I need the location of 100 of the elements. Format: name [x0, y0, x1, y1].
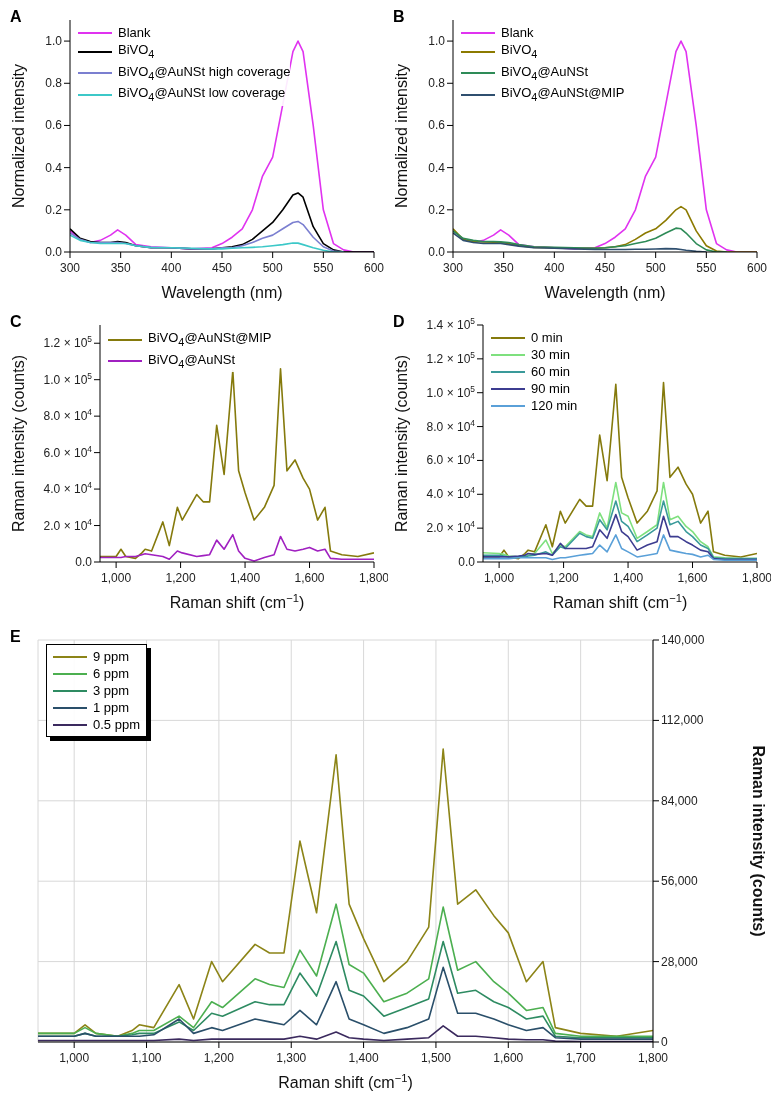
legend-label: Blank	[501, 24, 534, 41]
y-tick-label: 6.0 × 10$^{4}$	[43, 443, 93, 460]
x-tick-label: 500	[645, 261, 666, 275]
y-axis-title: Normalized intensity	[393, 63, 410, 209]
x-tick-label: 1,600	[677, 571, 708, 585]
x-tick-label: 600	[746, 261, 768, 275]
legend-label: BiVO$_{4}$@AuNSt@MIP	[148, 329, 272, 350]
x-tick-label: 1,800	[741, 571, 773, 585]
legend-label: 120 min	[531, 397, 578, 414]
y2-tick-label: 112,000	[661, 713, 704, 728]
y-axis-title: Raman intensity (counts)	[393, 355, 410, 532]
legend-label: BiVO$_{4}$@AuNSt@MIP	[501, 84, 625, 105]
x-tick-label: 1,600	[493, 1051, 524, 1065]
y-tick-label: 0.6	[428, 118, 446, 133]
y2-tick-label: 84,000	[661, 793, 699, 808]
x-tick-label: 350	[493, 261, 514, 275]
x-tick-label: 1,400	[230, 571, 261, 585]
y-tick-label: 0.2	[428, 202, 446, 217]
x-tick-label: 300	[442, 261, 464, 275]
legend-label: BiVO$_{4}$@AuNSt low coverage	[118, 84, 286, 105]
x-tick-label: 1,400	[348, 1051, 379, 1065]
x-axis-title: Wavelength (nm)	[544, 284, 666, 301]
legend-label: 0 min	[531, 329, 563, 346]
x-tick-label: 1,500	[420, 1051, 452, 1065]
y-tick-label: 8.0 × 10$^{4}$	[43, 407, 93, 424]
y-tick-label: 1.0 × 10$^{5}$	[426, 383, 476, 400]
y-tick-label: 1.2 × 10$^{5}$	[426, 349, 476, 366]
y2-tick-label: 56,000	[661, 874, 699, 889]
x-tick-label: 1,000	[484, 571, 515, 585]
x-tick-label: 1,800	[637, 1051, 669, 1065]
legend-label: 60 min	[531, 363, 571, 380]
legend-label: BiVO$_{4}$	[501, 41, 538, 62]
x-tick-label: 1,100	[131, 1051, 162, 1065]
text: D	[393, 313, 405, 331]
x-tick-label: 350	[110, 261, 131, 275]
y-tick-label: 0.8	[428, 76, 446, 91]
y-tick-label: 1.2 × 10$^{5}$	[43, 334, 93, 351]
x-tick-label: 400	[544, 261, 565, 275]
legend-label: 30 min	[531, 346, 571, 363]
y2-axis-title: Raman intensity (counts)	[750, 745, 767, 937]
y-axis-title: Normalized intensity	[10, 63, 27, 209]
x-tick-label: 300	[59, 261, 81, 275]
x-axis-title: Raman shift (cm$^{−1}$)	[278, 1072, 413, 1091]
y-tick-label: 1.0	[45, 34, 63, 49]
x-tick-label: 1,200	[548, 571, 579, 585]
y-tick-label: 0.4	[428, 160, 446, 175]
y-tick-label: 8.0 × 10$^{4}$	[426, 417, 476, 434]
y-tick-label: 0.0	[75, 555, 93, 569]
y-tick-label: 4.0 × 10$^{4}$	[43, 480, 93, 497]
legend-label: BiVO$_{4}$@AuNSt high coverage	[118, 62, 291, 84]
x-tick-label: 450	[211, 261, 233, 275]
y-tick-label: 4.0 × 10$^{4}$	[426, 485, 476, 502]
y-tick-label: 0.0	[458, 555, 476, 569]
legend-label: BiVO$_{4}$@AuNSt	[501, 62, 589, 84]
y-tick-label: 6.0 × 10$^{4}$	[426, 451, 476, 468]
y-tick-label: 1.0 × 10$^{5}$	[43, 370, 93, 387]
legend-label: 1 ppm	[93, 699, 130, 716]
legend-label: 3 ppm	[93, 682, 130, 699]
text: B	[393, 8, 405, 26]
x-tick-label: 1,000	[101, 571, 132, 585]
y-tick-label: 0.0	[428, 245, 446, 259]
y2-tick-label: 140,000	[661, 633, 705, 647]
x-tick-label: 1,700	[565, 1051, 596, 1065]
x-tick-label: 1,800	[358, 571, 390, 585]
x-tick-label: 1,000	[59, 1051, 90, 1065]
y-tick-label: 1.0	[428, 34, 446, 49]
x-tick-label: 1,300	[276, 1051, 307, 1065]
x-tick-label: 1,200	[165, 571, 196, 585]
x-tick-label: 600	[363, 261, 385, 275]
legend-label: 90 min	[531, 380, 571, 397]
legend-label: 6 ppm	[93, 665, 130, 682]
line-series	[38, 903, 653, 1038]
y-tick-label: 0.6	[45, 118, 63, 133]
y-tick-label: 0.8	[45, 76, 63, 91]
x-tick-label: 400	[161, 261, 182, 275]
y-tick-label: 1.4 × 10$^{5}$	[426, 316, 476, 332]
x-tick-label: 500	[262, 261, 283, 275]
x-tick-label: 550	[313, 261, 334, 275]
text: E	[10, 628, 21, 646]
legend-label: Blank	[118, 24, 151, 41]
legend-label: 0.5 ppm	[93, 716, 140, 733]
y2-tick-label: 28,000	[661, 954, 699, 969]
y-tick-label: 0.4	[45, 160, 63, 175]
y-tick-label: 2.0 × 10$^{4}$	[426, 519, 476, 536]
x-tick-label: 1,600	[294, 571, 325, 585]
x-tick-label: 1,400	[613, 571, 644, 585]
y-tick-label: 0.2	[45, 202, 63, 217]
x-tick-label: 450	[594, 261, 616, 275]
x-tick-label: 1,200	[203, 1051, 235, 1065]
legend-label: BiVO$_{4}$	[118, 41, 155, 62]
y-tick-label: 0.0	[45, 245, 63, 259]
y-tick-label: 2.0 × 10$^{4}$	[43, 516, 93, 533]
legend-label: BiVO$_{4}$@AuNSt	[148, 350, 236, 372]
legend-label: 9 ppm	[93, 648, 130, 665]
y-axis-title: Raman intensity (counts)	[10, 355, 27, 532]
y2-tick-label: 0	[661, 1035, 668, 1049]
x-axis-title: Raman shift (cm$^{−1}$)	[552, 592, 688, 611]
text: C	[10, 313, 22, 331]
x-axis-title: Wavelength (nm)	[161, 284, 283, 301]
text: A	[10, 8, 22, 26]
